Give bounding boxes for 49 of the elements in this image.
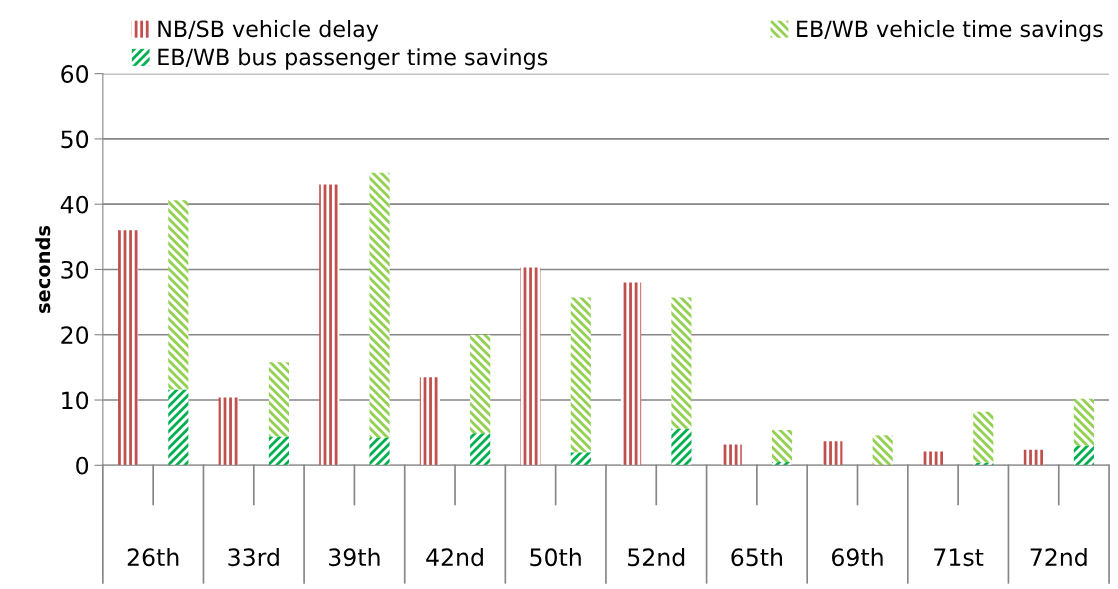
bar (369, 172, 390, 438)
y-tick-label: 60 (61, 65, 89, 83)
bar (268, 362, 289, 437)
y-tick-label: 50 (61, 130, 89, 149)
text: 52nd (628, 547, 685, 567)
y-axis-title: seconds (35, 225, 51, 313)
bar (671, 428, 692, 466)
y-tick-label: 20 (61, 326, 89, 345)
bar (319, 184, 340, 466)
bar (721, 444, 742, 466)
bar (822, 441, 843, 466)
bar (168, 200, 189, 390)
text: 72nd (1030, 547, 1087, 567)
y-tick-label: 30 (61, 260, 89, 279)
bar (771, 462, 793, 466)
text: 69th (832, 547, 883, 567)
y-tick-label: 40 (60, 195, 89, 214)
bar (973, 411, 994, 463)
bar (117, 230, 139, 466)
bar (771, 430, 793, 463)
legend-label: EB/WB bus passenger time savings (158, 48, 548, 70)
bar (872, 435, 893, 466)
text: 33rd (228, 547, 279, 567)
bar (218, 397, 239, 466)
y-tick-label: 10 (62, 391, 89, 410)
text: 71st (934, 548, 984, 567)
legend-label: EB/WB vehicle time savings (797, 20, 1103, 42)
text: 65th (731, 547, 783, 567)
bar (470, 433, 491, 466)
y-tick-label: 0 (76, 456, 89, 475)
bar (621, 282, 642, 466)
bar (922, 451, 944, 466)
bar (470, 334, 491, 434)
text: 50th (530, 547, 581, 567)
bar (570, 297, 591, 453)
bar (1023, 449, 1044, 466)
bar (369, 437, 390, 466)
bar (570, 452, 591, 466)
bar (419, 377, 440, 466)
text: 26th (127, 547, 179, 567)
bar (520, 267, 541, 466)
bar (1073, 398, 1094, 446)
bar (168, 389, 189, 466)
bar (671, 297, 692, 429)
legend-label: NB/SB vehicle delay (158, 20, 379, 42)
bar (268, 436, 289, 466)
text: 42nd (426, 547, 483, 567)
text: 39th (329, 547, 380, 567)
bar (1073, 445, 1094, 466)
